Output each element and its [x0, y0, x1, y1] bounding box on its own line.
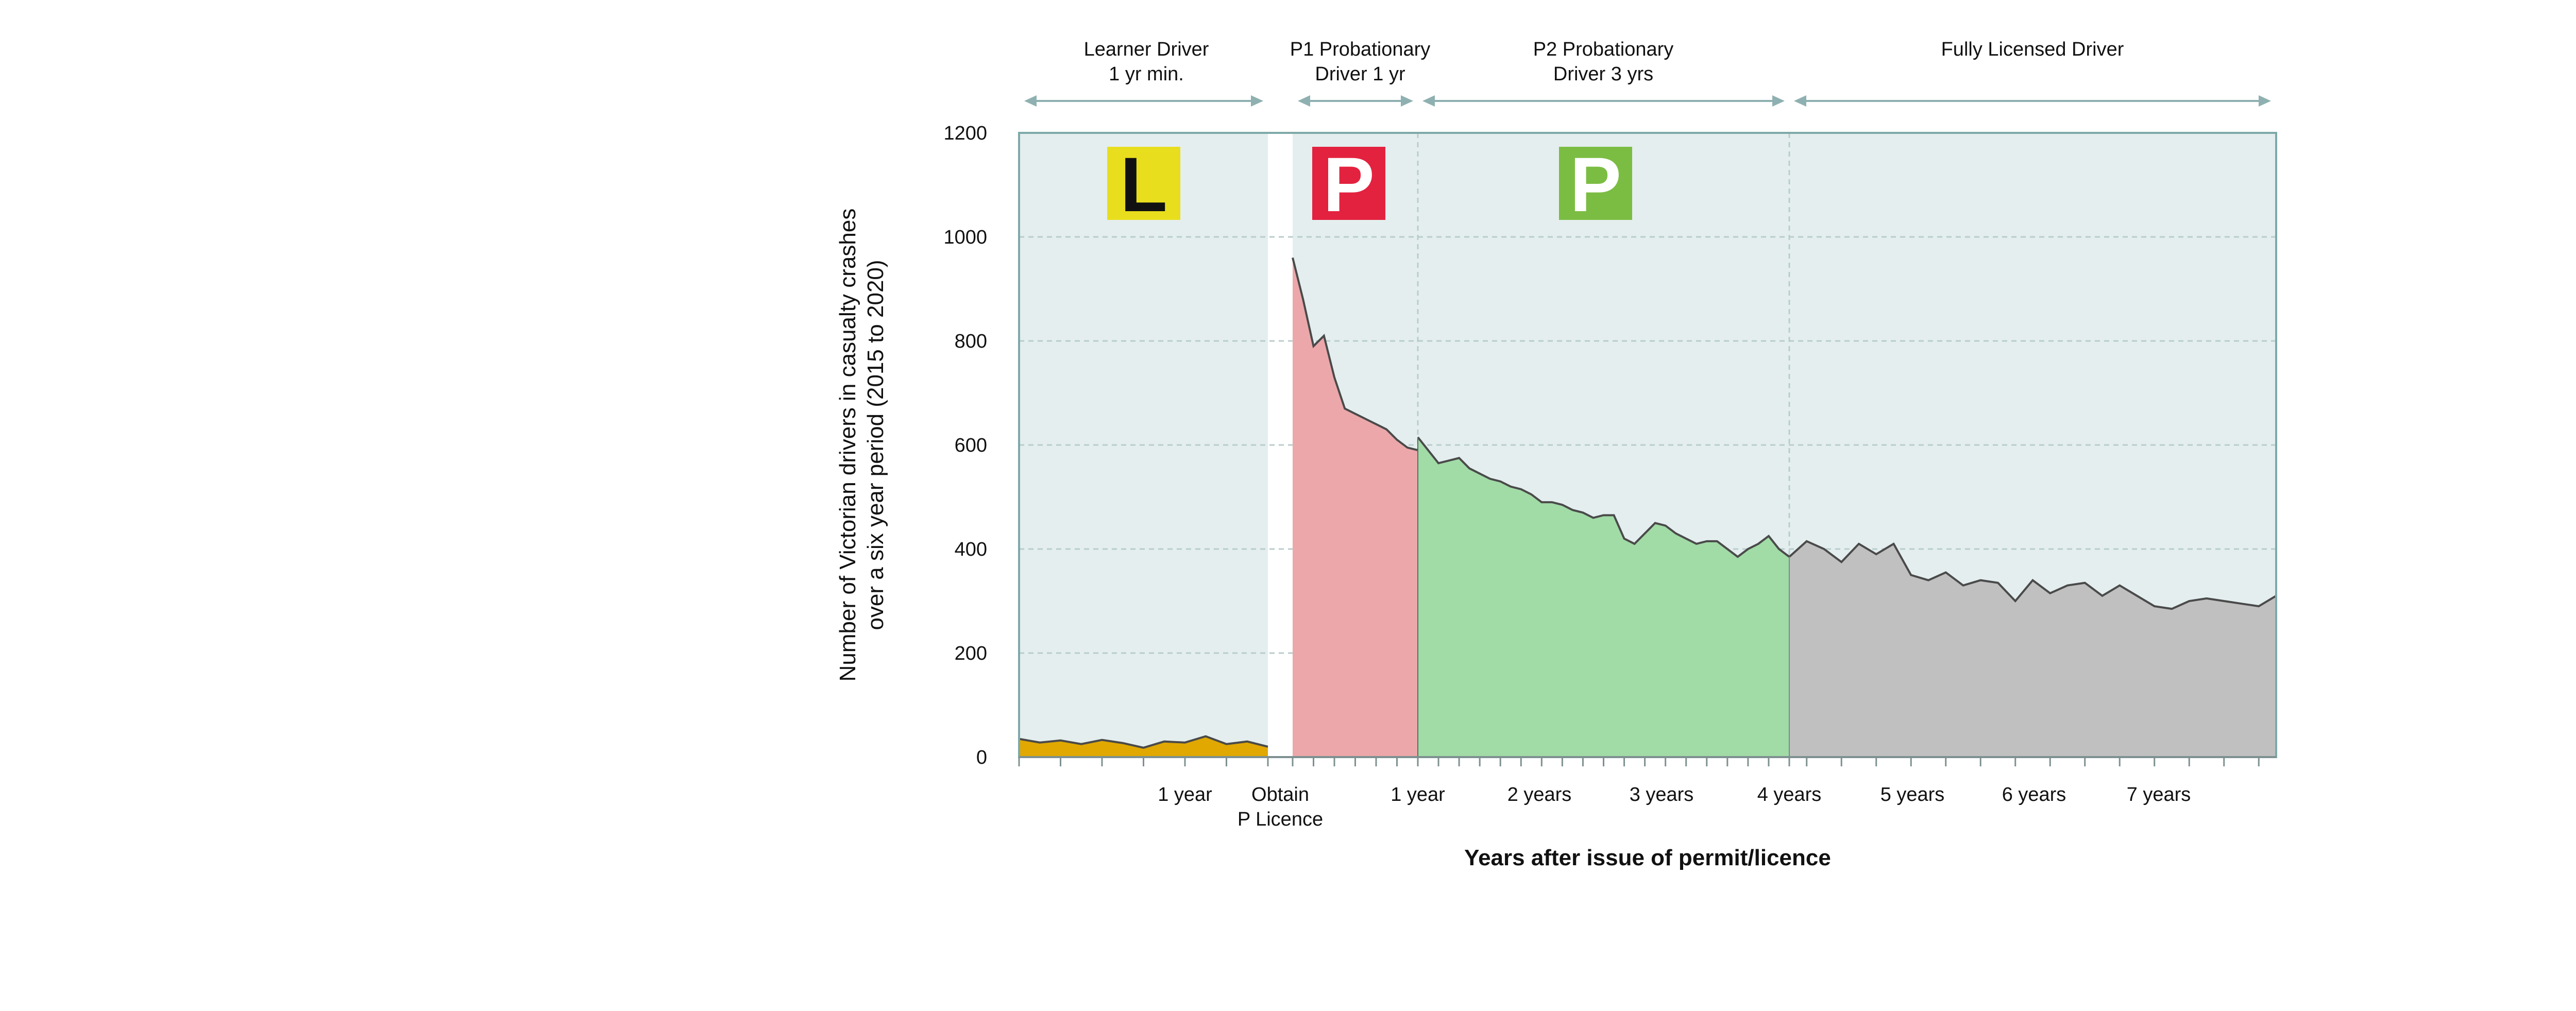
x-tick-label-4: 5 years: [1880, 784, 1945, 806]
phase-label-p1-1: Driver 1 yr: [1315, 63, 1405, 85]
phase-arrow-right-p1: [1401, 95, 1413, 107]
obtain-licence-label-1: P Licence: [1238, 809, 1323, 830]
phase-arrow-right-learner: [1251, 95, 1263, 107]
phase-label-full-0: Fully Licensed Driver: [1941, 39, 2124, 60]
data-areas: [1019, 257, 2277, 757]
x-tick-label-0: 1 year: [1391, 784, 1445, 806]
x-axis-title: Years after issue of permit/licence: [1464, 845, 1831, 870]
line-p1: [1292, 257, 1418, 452]
phase-label-p2-1: Driver 3 yrs: [1553, 63, 1653, 85]
area-p2: [1418, 437, 1789, 757]
area-full: [1789, 541, 2276, 757]
badge-letter-0: L: [1120, 141, 1167, 228]
x-tick-label-6: 7 years: [2127, 784, 2191, 806]
x-tick-label-learner: 1 year: [1158, 784, 1212, 806]
phase-label-p1-0: P1 Probationary: [1290, 39, 1431, 60]
phase-arrows: Learner Driver 1 yr min. P1 Probationary Dr…: [1024, 39, 2271, 107]
phase-arrow-left-full: [1794, 95, 1806, 107]
x-tick-label-3: 4 years: [1757, 784, 1822, 806]
y-tick-label-1000: 1000: [943, 227, 987, 248]
phase-label-p2-0: P2 Probationary: [1533, 39, 1674, 60]
badge-1: [1312, 147, 1385, 220]
phase-arrow-left-p2: [1422, 95, 1435, 107]
y-axis-title-0: Number of Victorian drivers in casualty …: [835, 209, 860, 682]
axis-labels: 0 200 400 600 800 1000 1200 1 year 1 year 2 years…: [835, 123, 2191, 870]
phase-label-learner-1: 1 yr min.: [1109, 63, 1184, 85]
y-axis-title-1: over a six year period (2015 to 2020): [863, 260, 888, 630]
area-learner: [1019, 736, 1268, 757]
badge-letter-2: P: [1570, 141, 1621, 228]
x-tick-label-5: 6 years: [2002, 784, 2066, 806]
y-tick-label-1200: 1200: [943, 123, 987, 144]
badge-0: [1107, 147, 1180, 220]
line-p2: [1417, 436, 1790, 558]
y-tick-label-600: 600: [955, 435, 987, 456]
phase-arrow-right-p2: [1772, 95, 1785, 107]
badge-letter-1: P: [1323, 141, 1375, 228]
phase-arrow-left-p1: [1298, 95, 1310, 107]
badge-2: [1559, 147, 1632, 220]
x-tick-label-1: 2 years: [1507, 784, 1572, 806]
phase-label-learner-0: Learner Driver: [1084, 39, 1209, 60]
y-tick-label-800: 800: [955, 331, 987, 352]
axes: [1018, 132, 2277, 766]
y-tick-label-0: 0: [976, 747, 987, 768]
area-p1: [1293, 258, 1418, 757]
y-tick-label-200: 200: [955, 643, 987, 664]
x-tick-label-2: 3 years: [1630, 784, 1694, 806]
y-tick-label-400: 400: [955, 539, 987, 560]
phase-arrow-left-learner: [1024, 95, 1037, 107]
obtain-licence-label-0: Obtain: [1251, 784, 1309, 806]
line-full: [1788, 540, 2277, 610]
phase-arrow-right-full: [2259, 95, 2271, 107]
line-learner: [1019, 735, 1268, 749]
